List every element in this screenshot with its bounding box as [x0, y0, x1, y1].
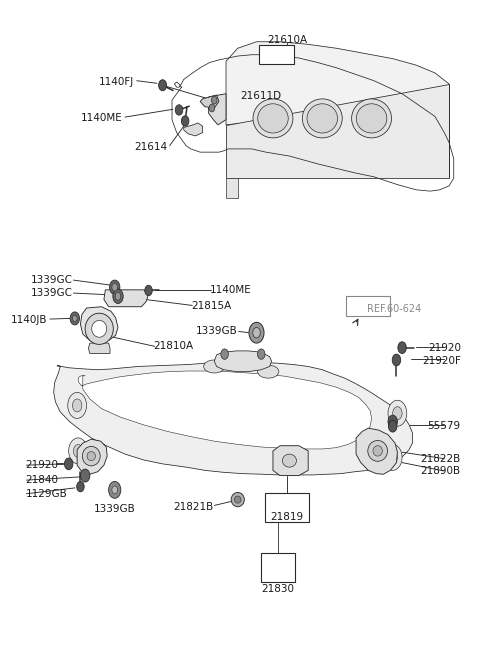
Circle shape [68, 392, 86, 419]
Polygon shape [77, 440, 107, 474]
Polygon shape [273, 445, 308, 476]
Circle shape [181, 116, 189, 126]
Text: 1339GC: 1339GC [30, 288, 72, 298]
Circle shape [113, 290, 123, 303]
Circle shape [175, 105, 183, 115]
Text: 1140JB: 1140JB [11, 315, 48, 326]
Circle shape [221, 349, 228, 360]
Polygon shape [209, 94, 226, 125]
Circle shape [209, 104, 215, 112]
Ellipse shape [231, 493, 244, 507]
Ellipse shape [352, 99, 392, 138]
Circle shape [115, 292, 121, 300]
Bar [346, 296, 390, 316]
Ellipse shape [356, 103, 387, 133]
Polygon shape [78, 371, 372, 449]
Circle shape [388, 421, 397, 432]
Ellipse shape [307, 103, 337, 133]
Circle shape [392, 354, 401, 365]
Ellipse shape [302, 99, 342, 138]
Ellipse shape [282, 454, 297, 467]
Ellipse shape [204, 360, 225, 373]
Circle shape [112, 284, 118, 291]
Polygon shape [214, 351, 272, 371]
Text: 21920: 21920 [428, 343, 461, 353]
Text: REF.60-624: REF.60-624 [367, 305, 421, 314]
Circle shape [388, 451, 397, 464]
Circle shape [388, 415, 397, 428]
Polygon shape [81, 307, 118, 342]
Circle shape [69, 438, 87, 464]
Text: 1140ME: 1140ME [81, 113, 123, 123]
Bar [259, 45, 294, 64]
Text: 21810A: 21810A [153, 341, 193, 351]
Polygon shape [356, 428, 397, 474]
Circle shape [77, 481, 84, 492]
Circle shape [81, 469, 90, 482]
Circle shape [72, 399, 82, 412]
Text: 1339GB: 1339GB [196, 326, 238, 336]
Ellipse shape [234, 496, 241, 503]
Polygon shape [200, 95, 219, 108]
Ellipse shape [253, 99, 293, 138]
Text: 21840: 21840 [25, 475, 59, 485]
Circle shape [384, 444, 402, 470]
Ellipse shape [85, 313, 113, 345]
Ellipse shape [92, 320, 107, 337]
Circle shape [388, 400, 407, 426]
Ellipse shape [258, 103, 288, 133]
Text: 55579: 55579 [428, 421, 461, 431]
Text: 21920F: 21920F [422, 356, 461, 365]
Circle shape [257, 349, 265, 360]
Ellipse shape [368, 441, 387, 461]
Text: 21822B: 21822B [420, 454, 461, 464]
Ellipse shape [87, 451, 96, 460]
Text: 1339GB: 1339GB [94, 504, 135, 514]
Polygon shape [184, 123, 203, 136]
Polygon shape [88, 343, 110, 354]
Text: 1339GC: 1339GC [30, 275, 72, 285]
Circle shape [73, 444, 83, 457]
Polygon shape [226, 42, 449, 125]
Text: 1140ME: 1140ME [210, 285, 252, 295]
Bar [261, 553, 295, 582]
Circle shape [145, 286, 152, 295]
Text: 21830: 21830 [261, 584, 294, 594]
Text: 21890B: 21890B [420, 466, 461, 476]
Text: 21611D: 21611D [240, 91, 281, 102]
Text: 21614: 21614 [134, 142, 168, 152]
Text: 1140FJ: 1140FJ [99, 77, 134, 87]
Circle shape [112, 486, 118, 494]
Circle shape [393, 407, 402, 420]
Circle shape [70, 312, 80, 325]
Polygon shape [226, 84, 449, 178]
Circle shape [108, 481, 121, 498]
Circle shape [64, 458, 73, 470]
Text: 21920: 21920 [25, 460, 59, 470]
Text: 21819: 21819 [271, 512, 304, 522]
Text: 21815A: 21815A [191, 301, 231, 311]
Text: 21821B: 21821B [173, 502, 213, 512]
Text: 21610A: 21610A [267, 35, 307, 45]
Ellipse shape [258, 365, 279, 378]
Polygon shape [54, 362, 412, 475]
Circle shape [398, 342, 406, 354]
Circle shape [253, 328, 260, 338]
Polygon shape [226, 178, 238, 198]
Text: 1129GB: 1129GB [25, 489, 67, 498]
Circle shape [212, 96, 217, 104]
Circle shape [72, 315, 77, 322]
Ellipse shape [373, 445, 383, 456]
Circle shape [109, 280, 120, 294]
Ellipse shape [82, 446, 100, 466]
Circle shape [158, 80, 167, 91]
Polygon shape [104, 290, 148, 307]
Circle shape [249, 322, 264, 343]
Bar [264, 493, 309, 522]
